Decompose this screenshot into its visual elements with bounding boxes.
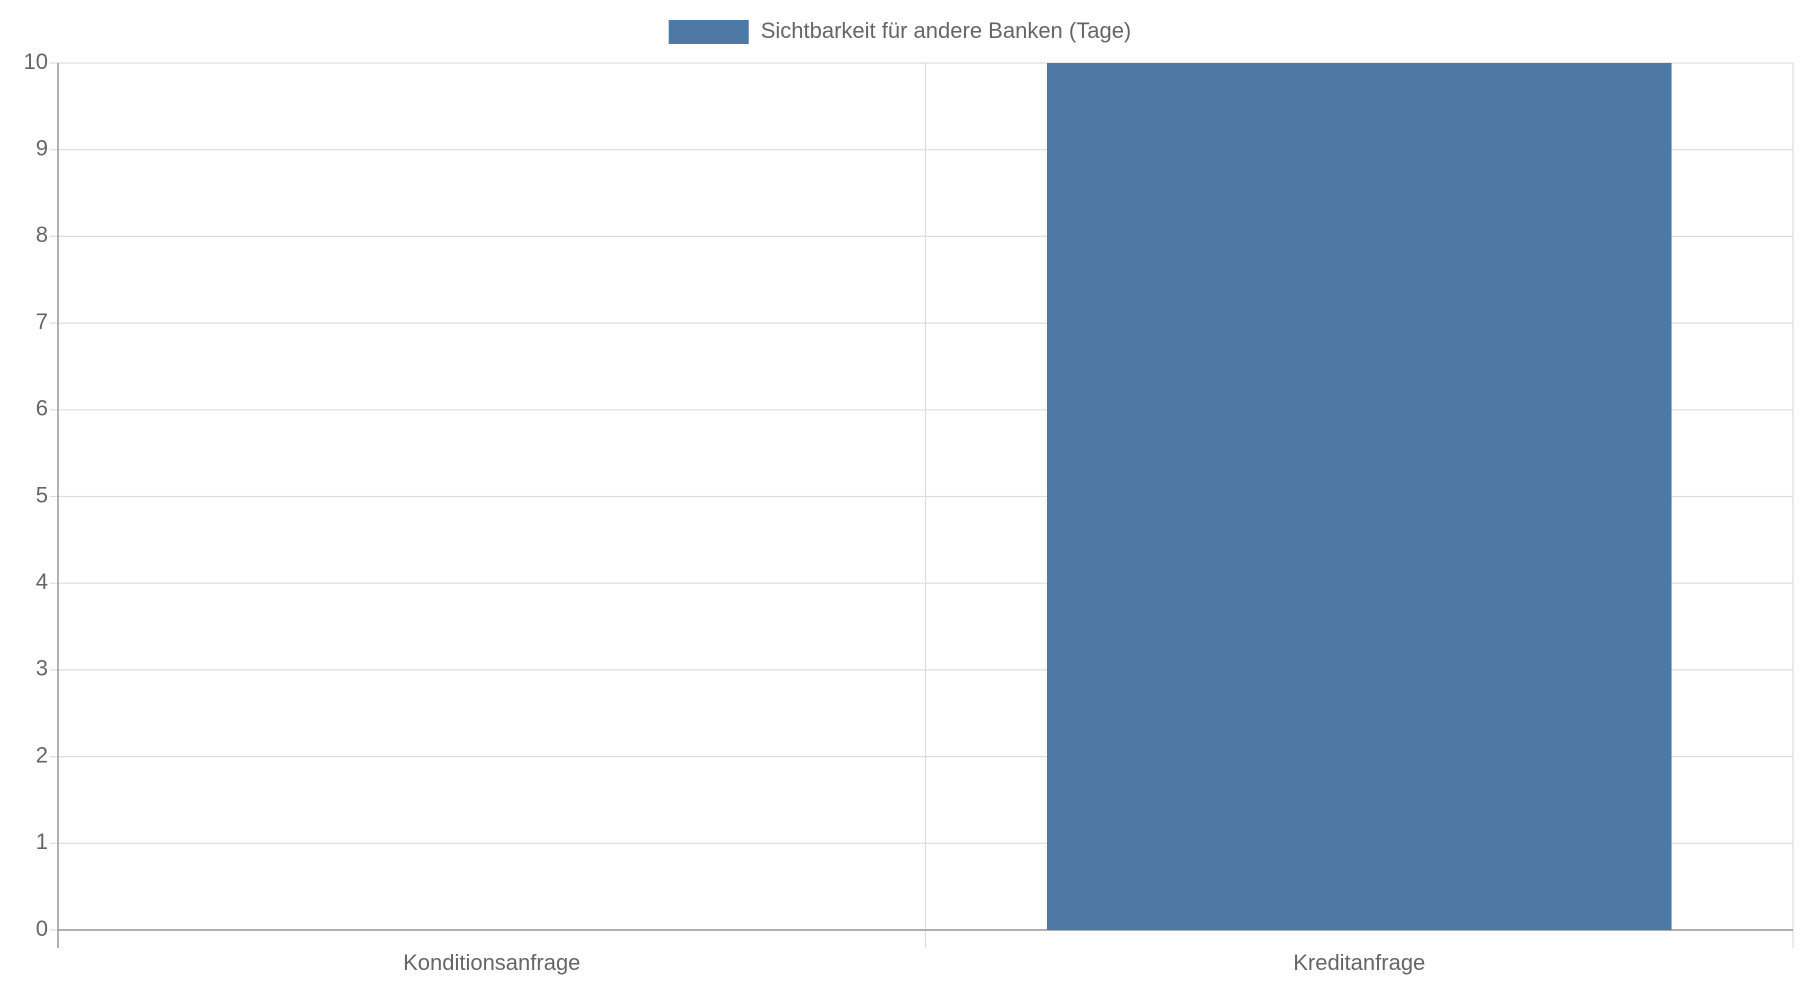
legend-label: Sichtbarkeit für andere Banken (Tage) — [761, 18, 1132, 43]
y-tick-label: 3 — [36, 656, 48, 681]
y-tick-label: 9 — [36, 136, 48, 161]
legend-swatch[interactable] — [668, 20, 749, 44]
y-tick-label: 7 — [36, 309, 48, 334]
y-tick-label: 2 — [36, 742, 48, 767]
x-tick-label: Konditionsanfrage — [403, 950, 580, 975]
y-tick-label: 10 — [24, 49, 48, 74]
y-tick-label: 4 — [36, 569, 48, 594]
y-tick-label: 5 — [36, 482, 48, 507]
x-tick-label: Kreditanfrage — [1293, 950, 1425, 975]
y-tick-label: 1 — [36, 829, 48, 854]
y-tick-label: 6 — [36, 396, 48, 421]
y-tick-label: 8 — [36, 222, 48, 247]
y-tick-label: 0 — [36, 916, 48, 941]
bar — [1046, 63, 1672, 930]
